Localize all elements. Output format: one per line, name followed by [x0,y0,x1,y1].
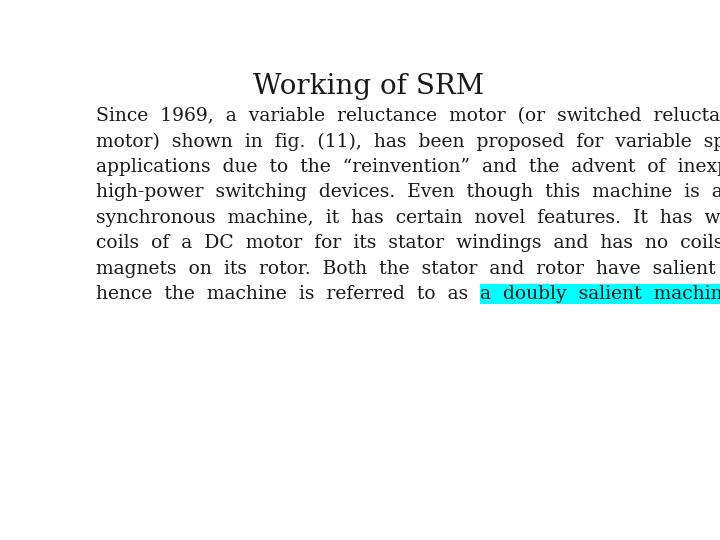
Text: Since  1969,  a  variable  reluctance  motor  (or  switched  reluctance: Since 1969, a variable reluctance motor … [96,107,720,125]
Text: synchronous  machine,  it  has  certain  novel  features.  It  has  wound  field: synchronous machine, it has certain nove… [96,209,720,227]
Text: magnets  on  its  rotor.  Both  the  stator  and  rotor  have  salient  poles,: magnets on its rotor. Both the stator an… [96,260,720,278]
Text: hence  the  machine  is  referred  to  as: hence the machine is referred to as [96,285,480,303]
Text: coils  of  a  DC  motor  for  its  stator  windings  and  has  no  coils  or: coils of a DC motor for its stator windi… [96,234,720,252]
Text: a  doubly  salient  machine.: a doubly salient machine. [480,285,720,303]
Text: applications  due  to  the  “reinvention”  and  the  advent  of  inexpensive: applications due to the “reinvention” an… [96,158,720,176]
Text: motor)  shown  in  fig.  (11),  has  been  proposed  for  variable  speed: motor) shown in fig. (11), has been prop… [96,132,720,151]
Text: Working of SRM: Working of SRM [253,72,485,99]
Text: high-power  switching  devices.  Even  though  this  machine  is  a  type  of: high-power switching devices. Even thoug… [96,184,720,201]
